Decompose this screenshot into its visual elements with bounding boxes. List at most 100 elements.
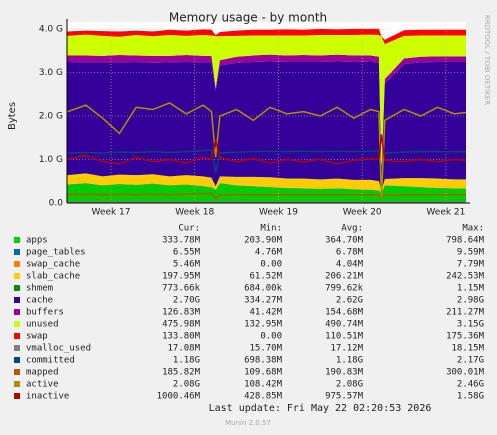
legend-stat: 0.00	[260, 332, 282, 342]
legend-label: swap_cache	[26, 260, 80, 270]
legend-label: active	[26, 380, 59, 390]
footer: Last update: Fri May 22 02:20:53 2026	[209, 403, 432, 414]
legend-label: committed	[26, 356, 75, 366]
legend-stat: 773.66k	[162, 284, 201, 294]
y-tick-label: 4.0 G	[39, 25, 63, 35]
legend-swatch	[14, 369, 20, 375]
legend-swatch	[14, 297, 20, 303]
legend-stat: 475.98M	[162, 320, 201, 330]
version: Munin 2.0.57	[225, 419, 271, 427]
legend-stat: 0.00	[260, 260, 282, 270]
legend-label: inactive	[26, 392, 69, 402]
legend-stat: 4.04M	[336, 260, 364, 270]
legend-stat: 1.18G	[173, 356, 200, 366]
y-tick-label: 3.0 G	[39, 68, 63, 78]
legend-stat: 684.00k	[244, 284, 283, 294]
legend-stat: 61.52M	[249, 272, 282, 282]
legend-stat: 3.15G	[457, 320, 484, 330]
column-header: Min:	[260, 224, 282, 234]
legend-label: unused	[26, 320, 59, 330]
legend-swatch	[14, 261, 20, 267]
legend-stat: 17.12M	[330, 344, 363, 354]
legend-label: mapped	[26, 368, 59, 378]
y-axis-label: Bytes	[7, 102, 18, 130]
column-header: Max:	[462, 224, 484, 234]
legend-swatch	[14, 321, 20, 327]
legend-stat: 6.78M	[336, 248, 364, 258]
legend-swatch	[14, 237, 20, 243]
legend-stat: 2.62G	[336, 296, 363, 306]
legend-stat: 1000.46M	[157, 392, 201, 402]
legend-label: vmalloc_used	[26, 344, 91, 354]
legend-stat: 18.15M	[451, 344, 484, 354]
legend-stat: 1.18G	[336, 356, 363, 366]
column-header: Avg:	[341, 224, 363, 234]
legend-label: shmem	[26, 284, 53, 294]
legend-stat: 197.95M	[162, 272, 201, 282]
legend-stat: 2.70G	[173, 296, 200, 306]
legend-stat: 9.59M	[457, 248, 485, 258]
legend-swatch	[14, 273, 20, 279]
legend-swatch	[14, 333, 20, 339]
legend-stat: 6.55M	[173, 248, 201, 258]
legend-stat: 333.78M	[162, 236, 201, 246]
y-tick-label: 2.0 G	[39, 112, 63, 122]
legend-stat: 211.27M	[446, 308, 485, 318]
legend-stat: 2.98G	[457, 296, 484, 306]
legend-stat: 428.85M	[244, 392, 283, 402]
x-tick-label: Week 20	[343, 208, 382, 218]
legend-swatch	[14, 285, 20, 291]
legend-stat: 133.80M	[162, 332, 201, 342]
legend-label: buffers	[26, 308, 64, 318]
legend-stat: 109.68M	[244, 368, 283, 378]
y-tick-label: 0.0	[49, 199, 64, 209]
legend-stat: 126.83M	[162, 308, 201, 318]
legend-stat: 108.42M	[244, 380, 283, 390]
x-tick-label: Week 21	[426, 208, 465, 218]
legend-stat: 190.83M	[325, 368, 364, 378]
legend-stat: 698.38M	[244, 356, 283, 366]
legend-swatch	[14, 309, 20, 315]
legend-stat: 364.70M	[325, 236, 364, 246]
column-header: Cur:	[178, 224, 200, 234]
legend-stat: 15.70M	[249, 344, 282, 354]
legend-stat: 185.82M	[162, 368, 201, 378]
legend-label: cache	[26, 296, 53, 306]
legend-stat: 300.01M	[446, 368, 485, 378]
legend-label: page_tables	[26, 248, 86, 258]
legend-stat: 2.08G	[336, 380, 363, 390]
chart-title: Memory usage - by month	[169, 11, 327, 25]
legend-stat: 975.57M	[325, 392, 364, 402]
legend-label: swap	[26, 332, 48, 342]
legend-stat: 203.90M	[244, 236, 283, 246]
legend-stat: 2.46G	[457, 380, 484, 390]
y-tick-label: 1.0 G	[39, 155, 63, 165]
legend-stat: 17.08M	[167, 344, 200, 354]
x-tick-label: Week 19	[259, 208, 298, 218]
legend-stat: 798.64M	[446, 236, 485, 246]
legend-stat: 1.15M	[457, 284, 485, 294]
legend-stat: 7.79M	[457, 260, 485, 270]
legend-label: slab_cache	[26, 272, 80, 282]
legend-stat: 490.74M	[325, 320, 364, 330]
legend-stat: 110.51M	[325, 332, 364, 342]
legend-stat: 41.42M	[249, 308, 282, 318]
legend-stat: 4.76M	[255, 248, 283, 258]
x-tick-label: Week 17	[92, 208, 131, 218]
side-label: RRDTOOL / TOBI OETIKER	[483, 15, 491, 105]
legend-swatch	[14, 381, 20, 387]
legend-stat: 2.17G	[457, 356, 484, 366]
legend-stat: 5.46M	[173, 260, 201, 270]
legend-stat: 799.62k	[325, 284, 364, 294]
legend-stat: 175.36M	[446, 332, 485, 342]
x-tick-label: Week 18	[175, 208, 214, 218]
legend-stat: 1.58G	[457, 392, 484, 402]
legend-stat: 154.68M	[325, 308, 364, 318]
legend-stat: 242.53M	[446, 272, 485, 282]
legend-swatch	[14, 249, 20, 255]
legend-stat: 2.08G	[173, 380, 200, 390]
legend-swatch	[14, 393, 20, 399]
legend-swatch	[14, 357, 20, 363]
